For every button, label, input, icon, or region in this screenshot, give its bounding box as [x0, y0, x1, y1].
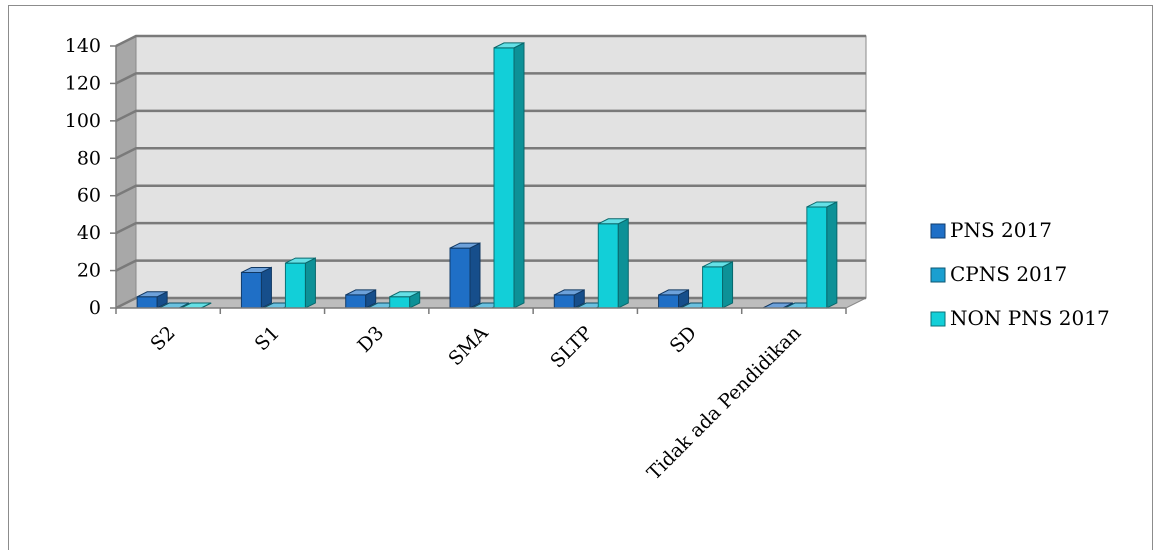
x-tick-label: S1: [251, 322, 284, 355]
legend-label: NON PNS 2017: [950, 306, 1110, 330]
gridline: [115, 184, 866, 197]
x-tick-label: S2: [146, 322, 179, 355]
bar: [597, 217, 629, 309]
legend: PNS 2017 CPNS 2017 NON PNS 2017: [930, 218, 1110, 330]
legend-label: CPNS 2017: [950, 262, 1067, 286]
bar: [389, 290, 421, 309]
bars: [136, 42, 838, 309]
y-tick-label: 60: [77, 185, 101, 207]
bar: [345, 289, 377, 309]
gridline: [115, 109, 866, 122]
legend-entry: PNS 2017: [930, 218, 1052, 242]
bar: [136, 290, 168, 309]
x-tick-label: SLTP: [546, 322, 597, 373]
y-tick-label: 0: [89, 297, 101, 319]
legend-swatch: [930, 311, 946, 327]
bar: [240, 266, 272, 309]
y-tick-label: 120: [65, 72, 101, 94]
legend-label: PNS 2017: [950, 218, 1052, 242]
y-tick-label: 80: [77, 147, 101, 169]
bar: [449, 242, 481, 309]
legend-entry: NON PNS 2017: [930, 306, 1110, 330]
y-tick-label: 100: [65, 110, 101, 132]
x-tick-label: D3: [353, 322, 388, 357]
bar: [493, 42, 525, 309]
gridline: [115, 34, 866, 48]
legend-swatch: [930, 223, 946, 239]
x-tick-label: SD: [666, 322, 702, 358]
legend-swatch: [930, 267, 946, 283]
bar: [702, 261, 734, 309]
side-wall: [115, 35, 137, 309]
y-tick-label: 20: [77, 260, 101, 282]
bar: [806, 201, 838, 309]
x-tick-label: Tidak ada Pendidikan: [643, 322, 805, 484]
bar-chart: 0 20 40 60 80 100 120 140 S2 S1 D3 SMA SLTP SDTidak …: [65, 34, 1110, 484]
y-tick-label: 140: [65, 35, 101, 57]
bar: [658, 289, 690, 309]
chart-walls: [115, 35, 867, 309]
gridline: [115, 147, 866, 160]
y-axis-ticks: 0 20 40 60 80 100 120 140: [65, 35, 117, 319]
bar: [284, 257, 316, 309]
x-tick-label: SMA: [444, 322, 492, 370]
chart-frame: 0 20 40 60 80 100 120 140 S2 S1 D3 SMA SLTP SD Tidak …: [8, 5, 1153, 550]
gridline: [115, 72, 866, 85]
bar: [553, 289, 585, 309]
y-tick-label: 40: [77, 222, 101, 244]
legend-entry: CPNS 2017: [930, 262, 1067, 286]
